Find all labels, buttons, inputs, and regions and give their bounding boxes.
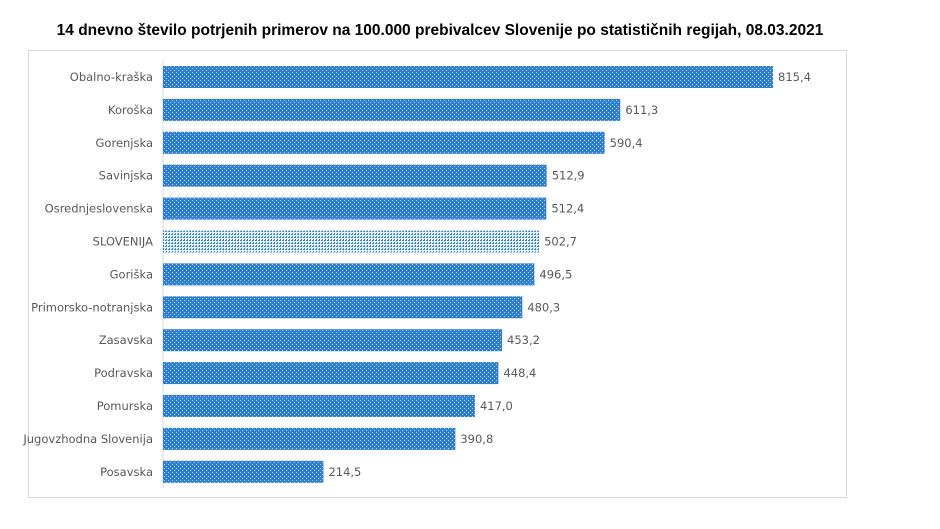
data-label: 480,3	[527, 300, 560, 314]
category-label: Primorsko-notranjska	[31, 300, 153, 314]
data-label: 502,7	[544, 235, 577, 249]
data-label: 611,3	[625, 103, 658, 117]
bar-8	[163, 329, 503, 352]
data-label: 496,5	[539, 267, 572, 281]
category-label: Savinjska	[99, 169, 153, 183]
chart-frame	[28, 50, 847, 498]
bar-2	[163, 131, 605, 154]
bar-1	[163, 98, 621, 121]
category-label: SLOVENIJA	[93, 235, 153, 249]
data-label: 417,0	[480, 399, 513, 413]
bar-10	[163, 395, 475, 417]
category-label: Posavska	[100, 465, 153, 479]
data-label: 512,9	[552, 169, 585, 183]
data-label: 512,4	[551, 202, 584, 216]
data-label: 214,5	[328, 465, 361, 479]
data-label: 453,2	[507, 333, 540, 347]
data-label: 815,4	[778, 70, 811, 84]
bar-7	[163, 296, 523, 319]
data-label: 390,8	[460, 432, 493, 446]
bar-5	[163, 230, 540, 253]
category-label: Obalno-kraška	[70, 70, 153, 84]
category-label: Jugovzhodna Slovenija	[22, 432, 153, 446]
category-label: Podravska	[94, 366, 153, 380]
bar-9	[163, 362, 499, 385]
bar-3	[163, 164, 547, 187]
bar-11	[163, 427, 456, 450]
chart-title: 14 dnevno število potrjenih primerov na …	[56, 22, 824, 39]
bar-12	[163, 460, 324, 483]
category-label: Gorenjska	[96, 136, 153, 150]
bar-0	[163, 66, 773, 88]
category-label: Pomurska	[97, 399, 153, 413]
category-label: Goriška	[110, 267, 153, 281]
bar-4	[163, 197, 547, 220]
data-label: 448,4	[503, 366, 536, 380]
bar-6	[163, 263, 535, 286]
category-label: Koroška	[108, 103, 153, 117]
category-label: Osrednjeslovenska	[45, 202, 153, 216]
data-label: 590,4	[610, 136, 643, 150]
category-label: Zasavska	[99, 333, 153, 347]
